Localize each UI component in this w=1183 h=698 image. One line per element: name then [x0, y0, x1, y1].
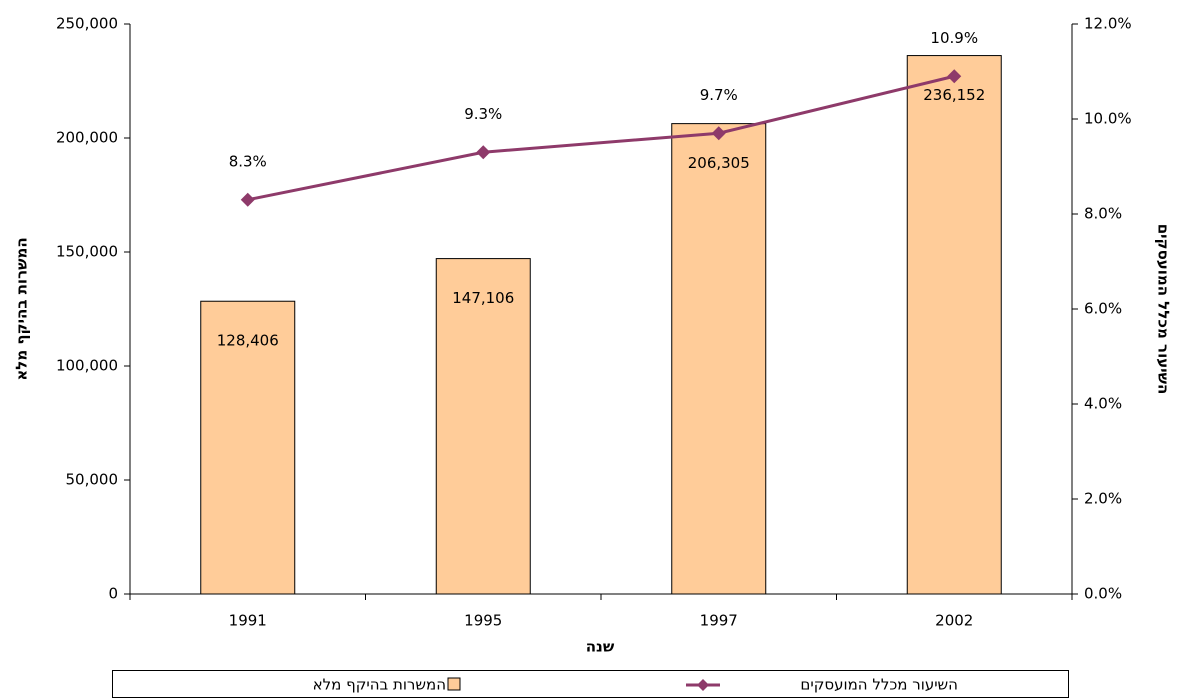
y2-tick-label: 10.0% — [1084, 110, 1132, 128]
line-marker — [476, 145, 491, 160]
x-tick-label: 1997 — [700, 612, 738, 630]
legend-marker — [697, 679, 709, 691]
line — [247, 74, 955, 202]
x-tick-label: 2002 — [935, 612, 973, 630]
bar — [906, 55, 1002, 595]
y2-tick-label: 12.0% — [1084, 15, 1132, 33]
line-value-label: 9.3% — [464, 105, 502, 123]
y-tick-label: 200,000 — [56, 129, 118, 147]
legend-swatch — [447, 677, 461, 691]
legend-label: המשרות בהיקף מלא — [313, 676, 446, 694]
y-tick-label: 50,000 — [66, 471, 119, 489]
bar-value-label: 206,305 — [688, 154, 750, 172]
x-tick-label: 1995 — [464, 612, 502, 630]
line-marker — [711, 126, 726, 141]
line-value-label: 9.7% — [700, 86, 738, 104]
y-tick-label: 250,000 — [56, 15, 118, 33]
y2-tick-label: 6.0% — [1084, 300, 1122, 318]
y2-tick-label: 0.0% — [1084, 585, 1122, 603]
line-marker — [240, 192, 255, 207]
bar-value-label: 147,106 — [452, 289, 514, 307]
bar-value-label: 128,406 — [217, 332, 279, 350]
x-tick-label: 1991 — [229, 612, 267, 630]
legend-label: השיעור מכלל המועסקים — [800, 676, 958, 694]
bar-value-label: 236,152 — [923, 86, 985, 104]
bar — [200, 300, 296, 595]
x-axis-title: שנה — [586, 638, 615, 656]
line-marker — [947, 69, 962, 84]
y-axis-title: המשרות בהיקף מלא — [13, 237, 31, 380]
legend-box — [112, 670, 1069, 698]
y2-tick-label: 2.0% — [1084, 490, 1122, 508]
y2-tick-label: 8.0% — [1084, 205, 1122, 223]
line-value-label: 10.9% — [930, 29, 978, 47]
bar — [671, 123, 767, 595]
y2-tick-label: 4.0% — [1084, 395, 1122, 413]
y-tick-label: 0 — [108, 585, 118, 603]
line-value-label: 8.3% — [229, 152, 267, 170]
y-tick-label: 100,000 — [56, 357, 118, 375]
bar — [435, 258, 531, 595]
y-tick-label: 150,000 — [56, 243, 118, 261]
y2-axis-title: השיעור מכלל המועסקים — [1155, 224, 1173, 395]
